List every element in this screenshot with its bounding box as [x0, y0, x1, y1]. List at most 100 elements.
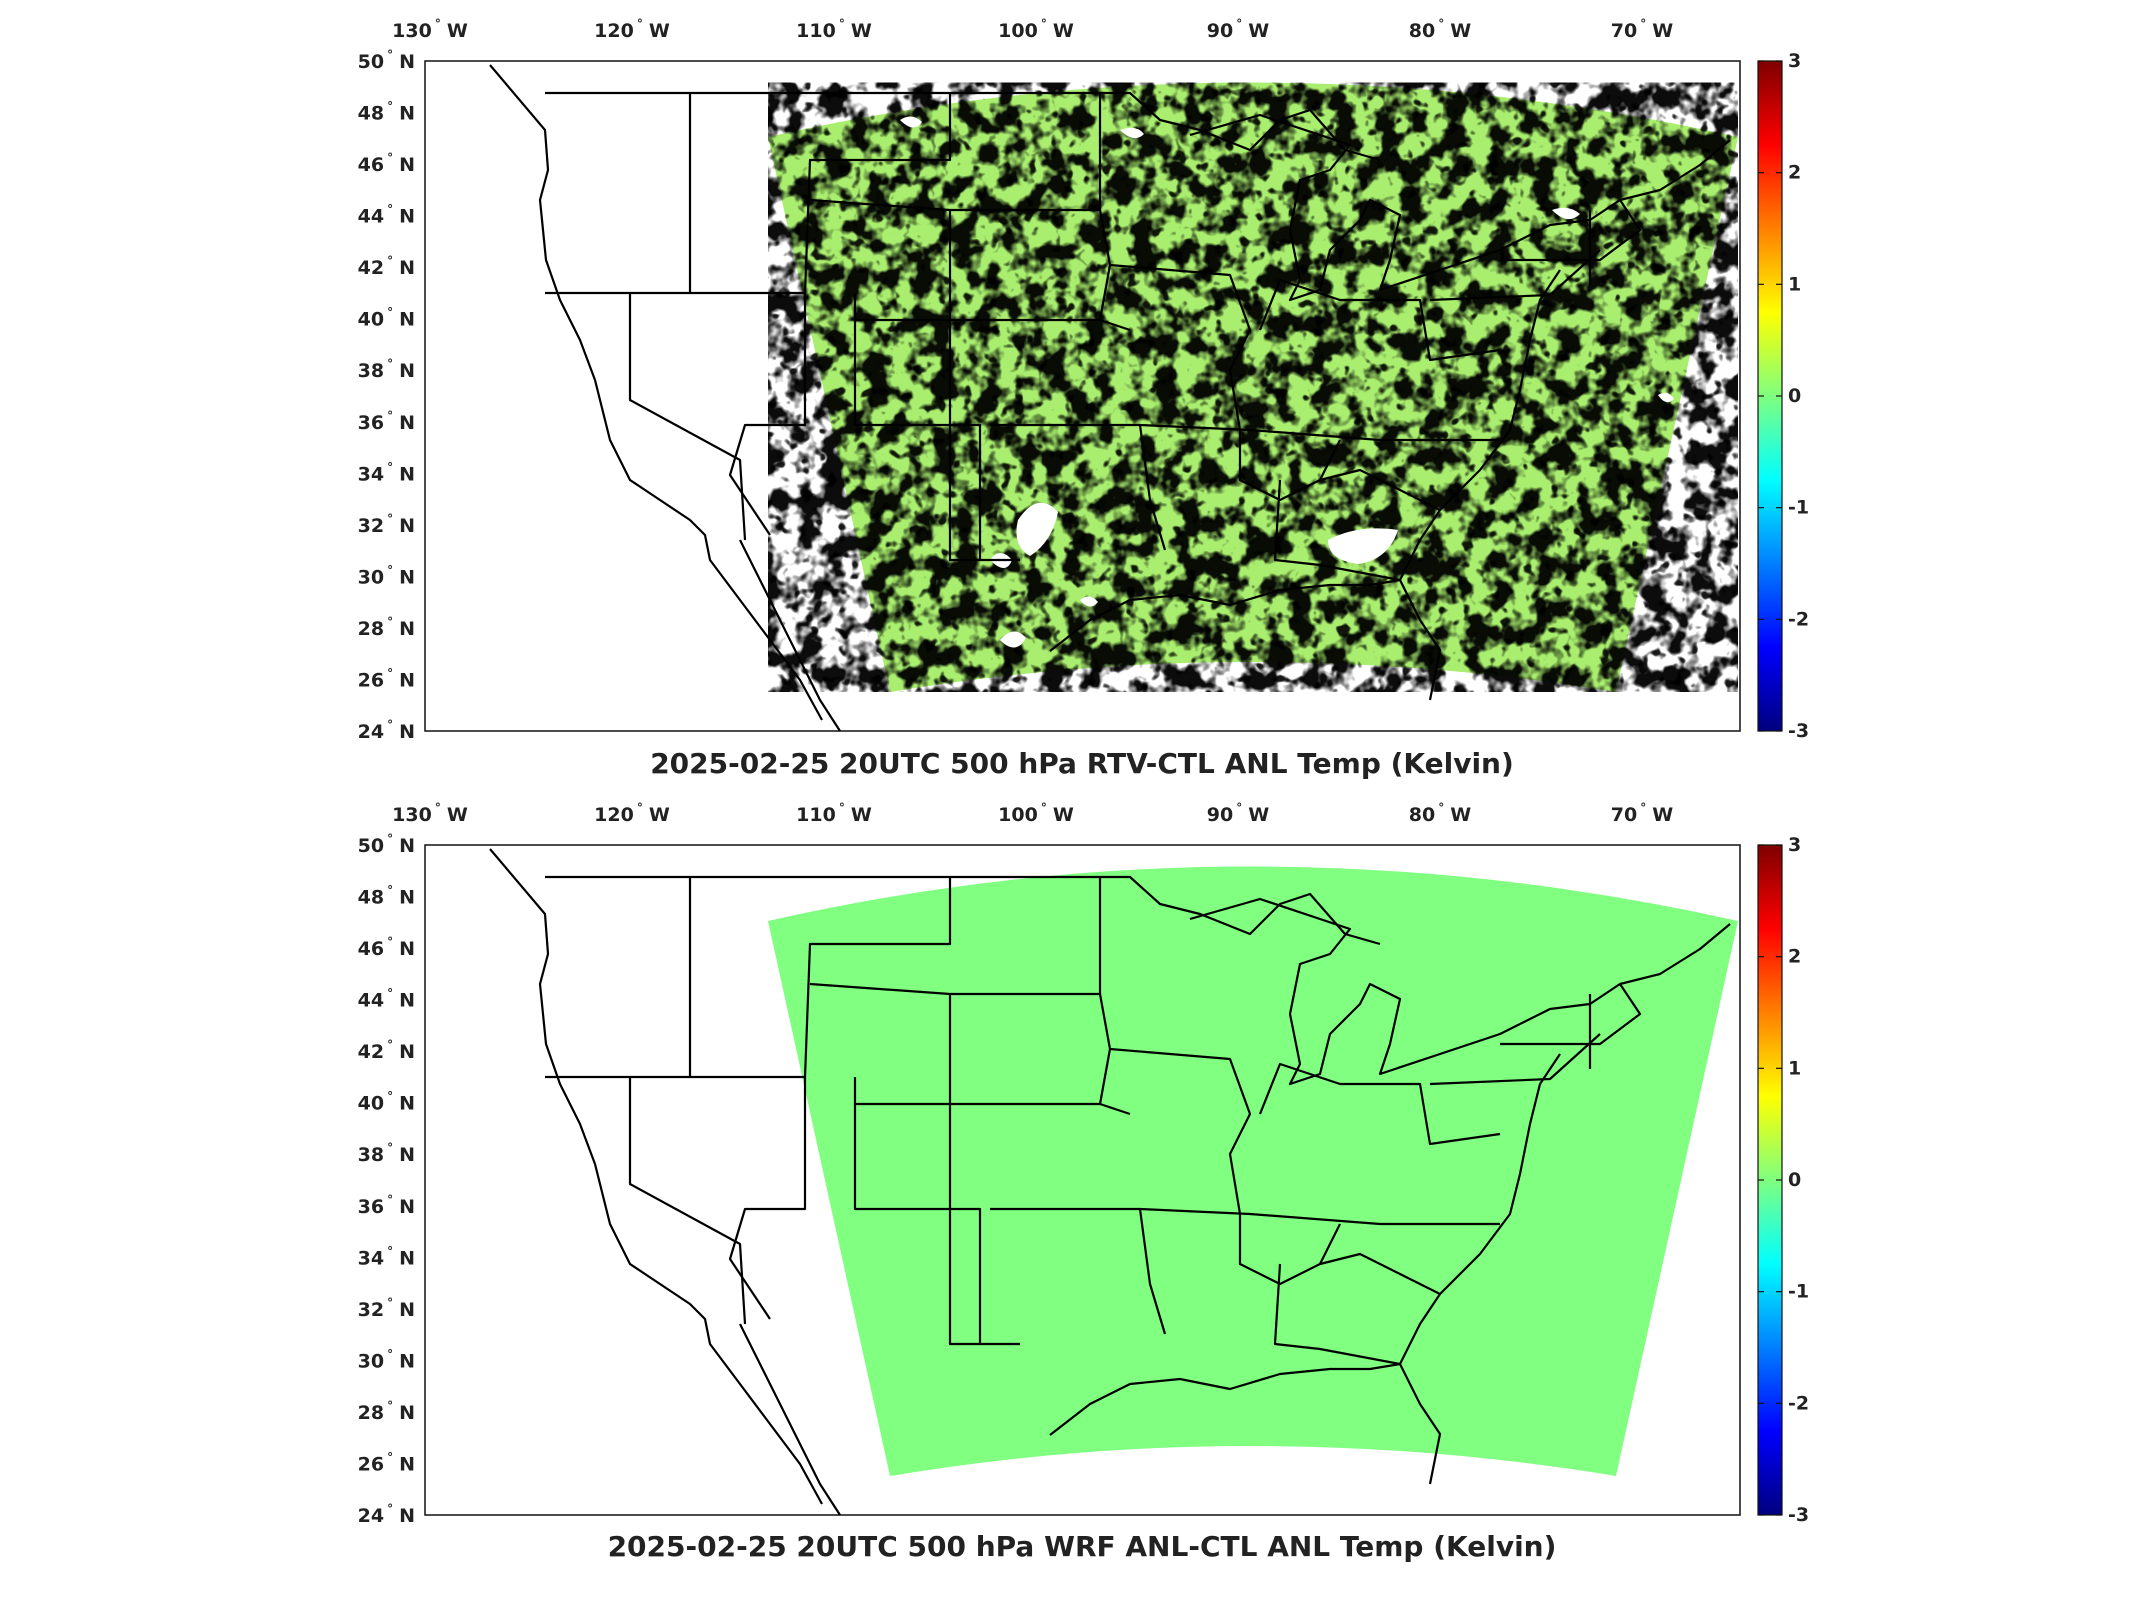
lat-value: 46	[358, 154, 384, 176]
lat-tick-label: 44 ° N	[358, 987, 415, 1012]
lat-tick-label: 24 ° N	[358, 1502, 415, 1527]
lon-tick-label: 70 ° W	[1611, 801, 1673, 826]
lat-value: 24	[358, 1505, 384, 1527]
lon-value: 120	[594, 804, 634, 826]
lat-value: 36	[358, 1196, 384, 1218]
lon-tick-label: 90 ° W	[1207, 17, 1269, 42]
lat-tick-label: 34 ° N	[358, 1244, 415, 1269]
colorbar-tick-label: -2	[1788, 608, 1809, 630]
field-domain	[768, 866, 1738, 1476]
lat-hemisphere: N	[399, 257, 415, 279]
lat-tick-label: 28 ° N	[358, 615, 415, 640]
lat-tick-label: 26 ° N	[358, 666, 415, 691]
lat-tick-label: 42 ° N	[358, 1038, 415, 1063]
colorbar-tick-label: -1	[1788, 1281, 1809, 1303]
colorbar-tick-label: 2	[1788, 162, 1801, 184]
lat-tick-label: 40 ° N	[358, 306, 415, 331]
lat-hemisphere: N	[399, 1453, 415, 1475]
lat-tick-label: 38 ° N	[358, 357, 415, 382]
lon-tick-label: 80 ° W	[1409, 17, 1471, 42]
lat-tick-label: 40 ° N	[358, 1090, 415, 1115]
lon-hemisphere: W	[649, 20, 670, 42]
lon-value: 80	[1409, 20, 1435, 42]
lat-hemisphere: N	[399, 1350, 415, 1372]
lat-value: 30	[358, 566, 384, 588]
lat-hemisphere: N	[399, 721, 415, 743]
lon-tick-label: 120 ° W	[594, 801, 670, 826]
lat-hemisphere: N	[399, 360, 415, 382]
colorbar: 3 2 1 0 -1 -2 -3	[1757, 834, 1809, 1526]
lon-value: 130	[392, 20, 432, 42]
lat-hemisphere: N	[399, 1196, 415, 1218]
lat-hemisphere: N	[399, 835, 415, 857]
lat-value: 48	[358, 887, 384, 909]
lon-value: 80	[1409, 804, 1435, 826]
map-panel-rtv-ctl: 130 ° W 120 ° W 110 ° W 100 ° W 90 ° W 80 ° W 70 ° W 50 ° N 48 °…	[358, 17, 1809, 780]
great-lakes	[1189, 897, 1521, 1086]
lat-value: 32	[358, 515, 384, 537]
lat-value: 48	[358, 103, 384, 125]
lat-tick-label: 50 ° N	[358, 832, 415, 857]
lon-value: 90	[1207, 804, 1233, 826]
lat-value: 50	[358, 51, 384, 73]
lat-hemisphere: N	[399, 103, 415, 125]
lat-tick-label: 46 ° N	[358, 935, 415, 960]
lon-value: 130	[392, 804, 432, 826]
lon-tick-label: 130 ° W	[392, 17, 468, 42]
gulf-coast	[1049, 578, 1401, 652]
lat-value: 34	[358, 1247, 384, 1269]
lat-tick-label: 38 ° N	[358, 1141, 415, 1166]
lon-hemisphere: W	[851, 804, 872, 826]
us-canada-border	[545, 875, 1381, 946]
lat-tick-label: 44 ° N	[358, 203, 415, 228]
colorbar-tick-label: -3	[1788, 720, 1809, 742]
lon-labels-top: 130 ° W 120 ° W 110 ° W 100 ° W 90 ° W 80 ° W 70 ° W	[392, 801, 1673, 826]
lon-value: 110	[796, 20, 836, 42]
temperature-field	[768, 866, 1738, 1476]
lat-tick-label: 32 ° N	[358, 1296, 415, 1321]
lat-tick-label: 46 ° N	[358, 151, 415, 176]
lon-labels-top: 130 ° W 120 ° W 110 ° W 100 ° W 90 ° W 80 ° W 70 ° W	[392, 17, 1673, 42]
colorbar-tick-label: 3	[1788, 834, 1801, 856]
lon-value: 110	[796, 804, 836, 826]
coastlines-and-borders	[489, 848, 1731, 1516]
lat-tick-label: 24 ° N	[358, 718, 415, 743]
lon-hemisphere: W	[1652, 20, 1673, 42]
colorbar-tick-labels: 3 2 1 0 -1 -2 -3	[1758, 50, 1809, 742]
lon-value: 70	[1611, 20, 1637, 42]
field-yellow-anomaly	[768, 82, 1738, 692]
lat-hemisphere: N	[399, 1093, 415, 1115]
lat-value: 24	[358, 721, 384, 743]
lat-value: 40	[358, 1093, 384, 1115]
lat-value: 28	[358, 618, 384, 640]
lon-tick-label: 110 ° W	[796, 17, 872, 42]
lat-tick-label: 32 ° N	[358, 512, 415, 537]
atlantic-coast	[1398, 1053, 1561, 1485]
lat-labels-left: 50 ° N 48 ° N 46 ° N 44 ° N 42 ° N 40 ° N 38 ° N 36 ° N 34 ° N 32 ° N…	[358, 832, 415, 1527]
colorbar-tick-label: 0	[1788, 385, 1801, 407]
missing-data-patches	[900, 116, 1674, 648]
lon-hemisphere: W	[1053, 20, 1074, 42]
lat-value: 26	[358, 669, 384, 691]
lat-tick-label: 34 ° N	[358, 460, 415, 485]
colorbar-tick-label: 1	[1788, 273, 1801, 295]
panel-title: 2025-02-25 20UTC 500 hPa RTV-CTL ANL Tem…	[650, 747, 1514, 780]
lon-tick-label: 120 ° W	[594, 17, 670, 42]
lat-hemisphere: N	[399, 154, 415, 176]
lon-hemisphere: W	[1450, 20, 1471, 42]
lat-value: 38	[358, 1144, 384, 1166]
temperature-field	[768, 82, 1738, 692]
lat-hemisphere: N	[399, 1247, 415, 1269]
lon-value: 70	[1611, 804, 1637, 826]
lat-value: 42	[358, 1041, 384, 1063]
lat-tick-label: 30 ° N	[358, 1347, 415, 1372]
lon-hemisphere: W	[851, 20, 872, 42]
lon-tick-label: 130 ° W	[392, 801, 468, 826]
lon-tick-label: 100 ° W	[998, 17, 1074, 42]
lat-hemisphere: N	[399, 618, 415, 640]
lat-hemisphere: N	[399, 463, 415, 485]
lon-tick-label: 90 ° W	[1207, 801, 1269, 826]
lat-hemisphere: N	[399, 566, 415, 588]
lat-hemisphere: N	[399, 887, 415, 909]
